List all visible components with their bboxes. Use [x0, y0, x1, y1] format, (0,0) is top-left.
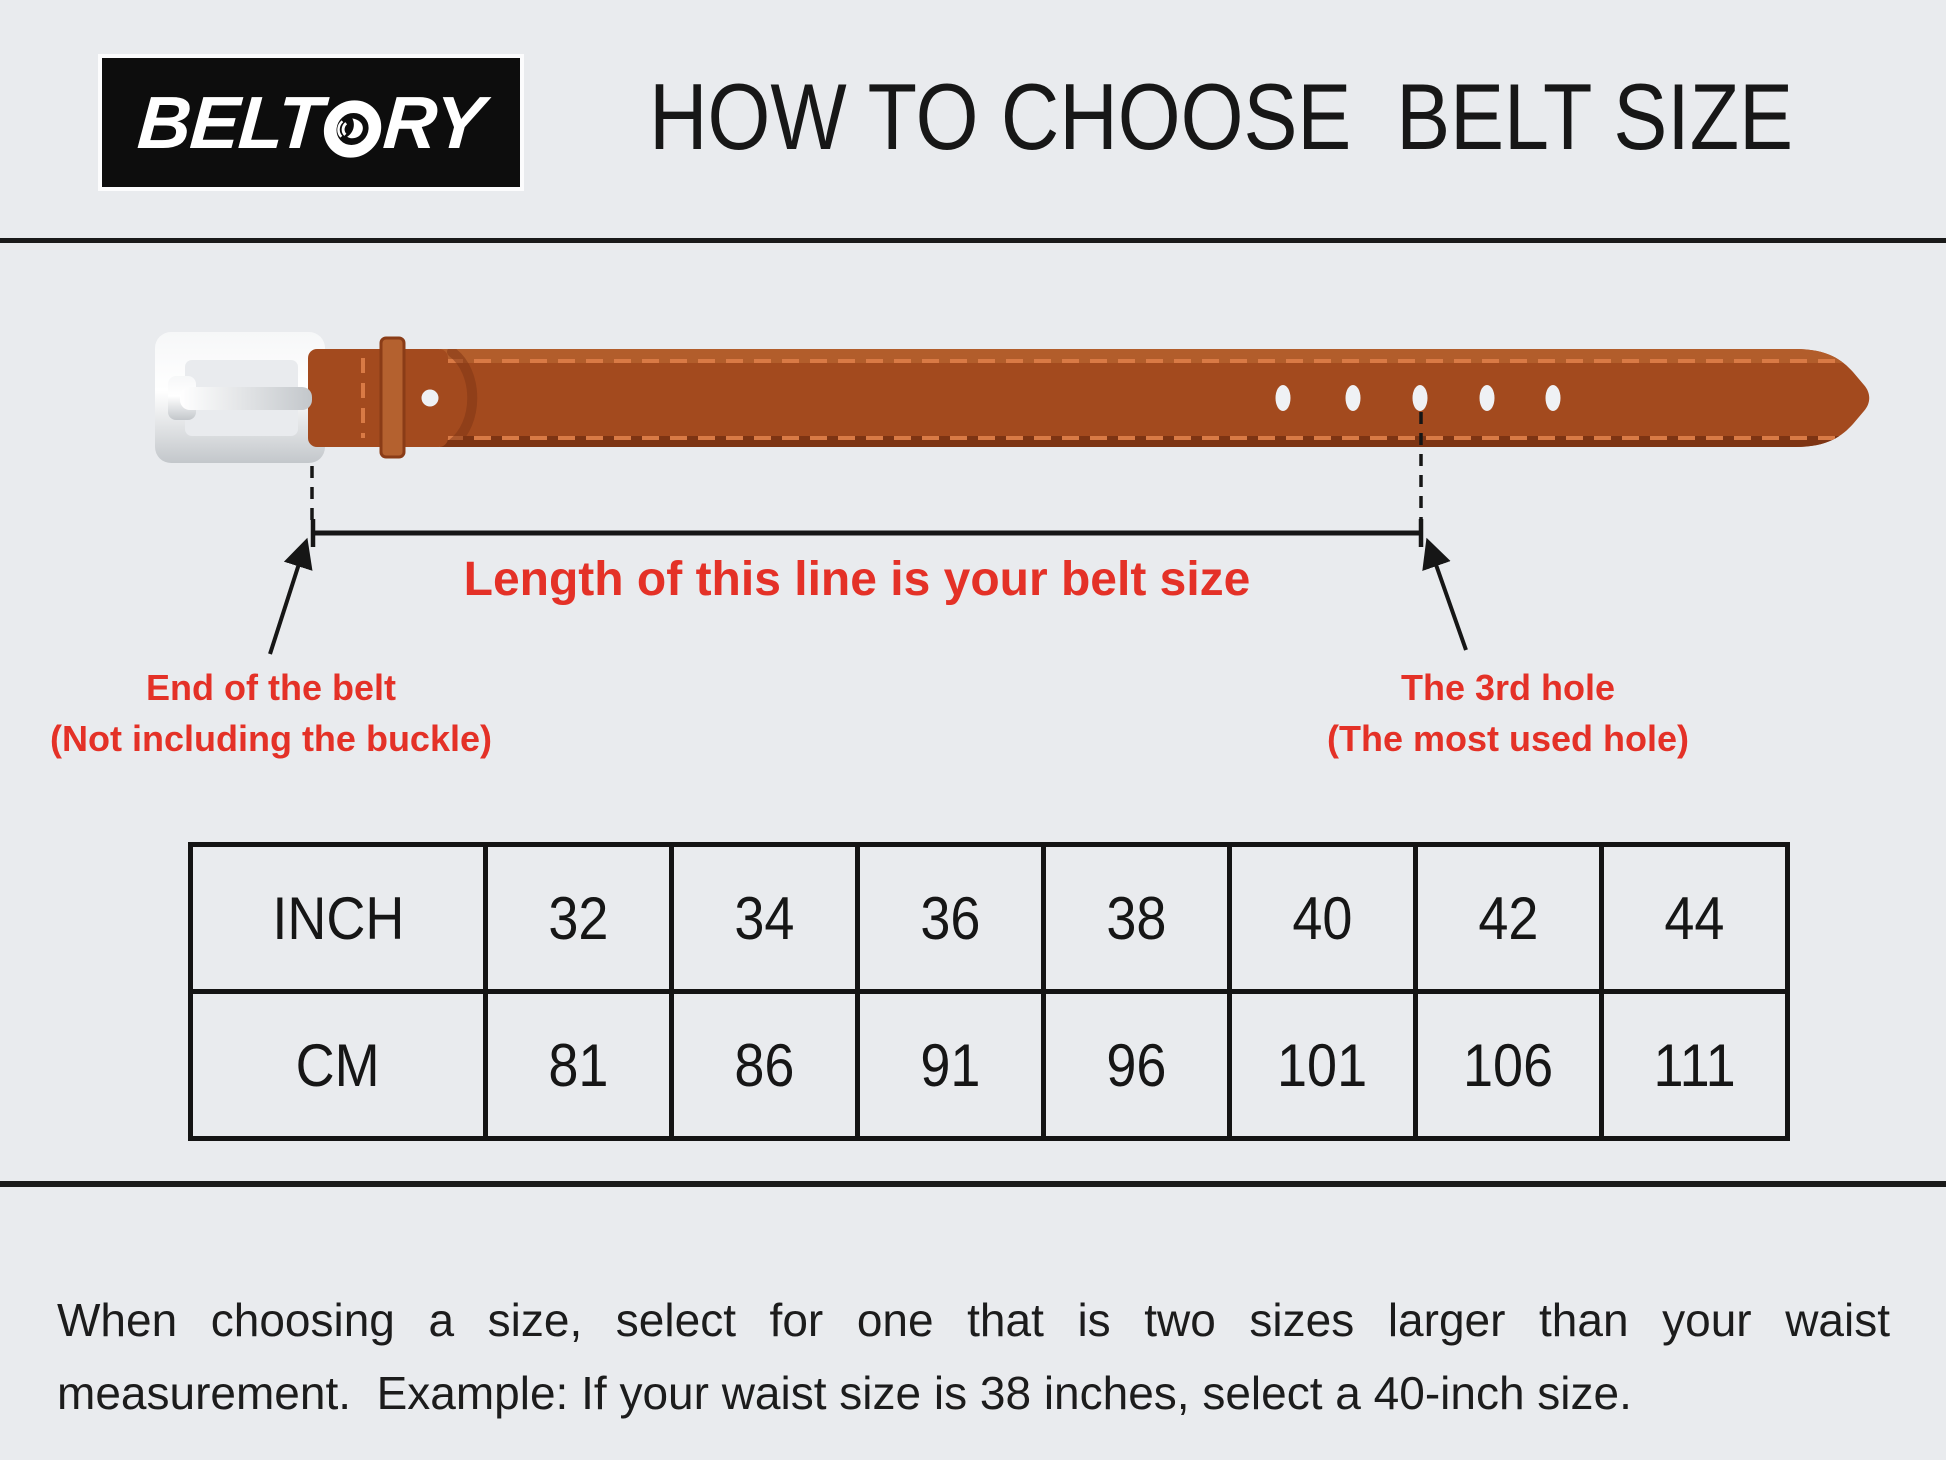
- brand-text-after-o: RY: [381, 81, 487, 164]
- footer-note-line1: When choosing a size, select for one tha…: [57, 1294, 1890, 1346]
- belt-end-piece: [308, 349, 448, 447]
- table-cell: 38: [1046, 847, 1227, 989]
- table-cell: 40: [1232, 847, 1413, 989]
- header-divider-line: [0, 238, 1946, 243]
- belt-fold-shadow: [447, 349, 478, 447]
- table-cell: 36: [860, 847, 1041, 989]
- footer-note: When choosing a size, select for one tha…: [57, 1284, 1890, 1429]
- end-of-belt-label-line1: End of the belt: [146, 667, 396, 708]
- third-hole-label-line2: (The most used hole): [1326, 718, 1690, 760]
- table-cell: 101: [1232, 994, 1413, 1136]
- end-of-belt-label-line2: (Not including the buckle): [50, 718, 492, 760]
- table-row-header: INCH: [193, 847, 483, 989]
- pointer-arrow-right: [1422, 537, 1468, 651]
- belt-roll-o-icon: [320, 92, 386, 158]
- belt-strap: [440, 349, 1870, 447]
- table-cell: 42: [1418, 847, 1599, 989]
- table-cell: 86: [674, 994, 855, 1136]
- table-cell: 81: [488, 994, 669, 1136]
- length-note-label: Length of this line is your belt size: [463, 553, 1251, 606]
- third-hole-label-line1: The 3rd hole: [1400, 667, 1616, 708]
- table-cell: 106: [1418, 994, 1599, 1136]
- brand-text-before-o: BELT: [135, 81, 326, 164]
- belt-illustration: [155, 332, 1870, 655]
- brand-text: BELT RY: [135, 80, 487, 165]
- measurement-guides: [268, 412, 1468, 655]
- buckle-prong: [168, 376, 312, 420]
- belt-loop-keeper: [379, 336, 406, 459]
- table-cell: 44: [1604, 847, 1785, 989]
- end-of-belt-label: End of the belt (Not including the buckl…: [31, 662, 511, 764]
- table-cell: 91: [860, 994, 1041, 1136]
- page-title: HOW TO CHOOSE BELT SIZE: [649, 64, 1793, 169]
- table-row-header: CM: [193, 994, 483, 1136]
- pointer-arrow-left: [268, 537, 313, 655]
- table-cell: 34: [674, 847, 855, 989]
- table-cell: 111: [1604, 994, 1785, 1136]
- footer-divider-line: [0, 1181, 1946, 1187]
- belt-holes: [421, 385, 1561, 411]
- brand-logo: BELT RY: [98, 54, 524, 191]
- footer-note-line2: measurement. Example: If your waist size…: [57, 1366, 1632, 1419]
- third-hole-label: The 3rd hole (The most used hole): [1268, 662, 1748, 764]
- table-cell: 32: [488, 847, 669, 989]
- table-cell: 96: [1046, 994, 1227, 1136]
- size-conversion-table: INCH 32 34 36 38 40 42 44 CM 81 86 91 96…: [188, 842, 1790, 1141]
